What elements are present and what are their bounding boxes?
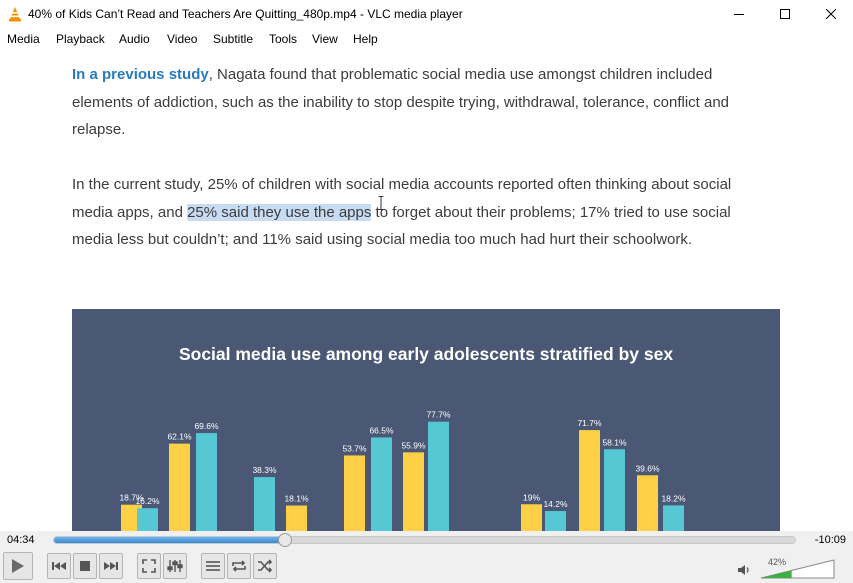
text-cursor-icon (378, 196, 384, 210)
chart-bar (254, 477, 275, 531)
fullscreen-button[interactable] (137, 553, 161, 579)
next-icon (104, 562, 118, 570)
menu-subtitle[interactable]: Subtitle (213, 32, 254, 46)
time-remaining[interactable]: -10:09 (814, 534, 846, 546)
video-paragraph-1: In a previous study, Nagata found that p… (72, 61, 772, 144)
menu-audio[interactable]: Audio (119, 32, 150, 46)
para2-line1: In the current study, 25% of children wi… (72, 176, 732, 193)
chart-bar (663, 505, 684, 531)
chart-bar (371, 437, 392, 531)
chart-bar (579, 430, 600, 531)
player-controls: 04:34 -10:09 42% (0, 531, 853, 583)
menu-view[interactable]: View (312, 32, 338, 46)
equalizer-icon (167, 560, 183, 572)
chart-data-label: 19% (523, 492, 540, 502)
previous-button[interactable] (47, 553, 71, 579)
chart-bar (637, 475, 658, 531)
chart-bar (169, 443, 190, 531)
time-elapsed: 04:34 (7, 534, 35, 546)
chart-data-label: 58.1% (602, 437, 627, 447)
playlist-button[interactable] (201, 553, 225, 579)
minimize-button[interactable] (716, 0, 762, 28)
menu-bar: Media Playback Audio Video Subtitle Tool… (0, 28, 853, 50)
chart-bar (403, 452, 424, 531)
chart-bar (545, 511, 566, 531)
loop-button[interactable] (227, 553, 251, 579)
chart-data-label: 53.7% (342, 443, 367, 453)
previous-study-link: In a previous study (72, 66, 209, 83)
close-button[interactable] (808, 0, 853, 28)
chart-bar (121, 504, 142, 531)
next-button[interactable] (99, 553, 123, 579)
menu-media[interactable]: Media (7, 32, 40, 46)
play-icon (12, 559, 24, 573)
chart-bar (286, 505, 307, 531)
chart-bar (604, 449, 625, 531)
menu-tools[interactable]: Tools (269, 32, 298, 46)
volume-level-label: 42% (768, 557, 787, 567)
chart-data-label: 18.1% (284, 494, 309, 504)
chart-data-label: 18.7% (119, 493, 144, 503)
chart-title: Social media use among early adolescents… (178, 344, 674, 364)
chart-data-label: 38.3% (252, 465, 277, 475)
chart-data-label: 69.6% (194, 421, 219, 431)
para1-line1: , Nagata found that problematic social m… (208, 66, 713, 83)
para2-line2-pre: media apps, and (72, 203, 188, 221)
speaker-icon[interactable] (737, 564, 751, 576)
para1-line2: elements of addiction, such as the inabi… (72, 93, 730, 111)
stop-icon (80, 561, 90, 571)
chart-data-label: 77.7% (426, 410, 451, 420)
previous-icon (52, 562, 66, 570)
chart-data-label: 55.9% (401, 440, 426, 450)
vlc-cone-icon (9, 7, 21, 22)
chart-bar (344, 455, 365, 531)
shuffle-icon (258, 559, 273, 573)
seek-handle[interactable] (278, 533, 293, 547)
chart-bar (521, 504, 542, 531)
loop-icon (232, 560, 246, 572)
menu-video[interactable]: Video (167, 32, 198, 46)
para1-line3: relapse. (72, 121, 126, 138)
chart-data-label: 16.2% (135, 496, 160, 506)
volume-fill (761, 570, 792, 578)
para2-line2-post: to forget about their problems; 17% trie… (371, 203, 731, 221)
menu-playback[interactable]: Playback (56, 32, 105, 46)
maximize-icon (780, 9, 790, 19)
volume-slider[interactable] (760, 559, 835, 579)
play-button[interactable] (3, 552, 33, 580)
chart-data-label: 62.1% (167, 432, 192, 442)
menu-help[interactable]: Help (353, 32, 378, 46)
stop-button[interactable] (73, 553, 97, 579)
seek-progress (54, 537, 286, 543)
shuffle-button[interactable] (253, 553, 277, 579)
close-icon (826, 9, 836, 19)
chart-data-label: 66.5% (369, 425, 394, 435)
seek-bar[interactable] (53, 533, 796, 547)
window-title: 40% of Kids Can’t Read and Teachers Are … (28, 7, 463, 21)
chart-bar (428, 421, 449, 531)
chart-data-label: 14.2% (543, 499, 568, 509)
maximize-button[interactable] (762, 0, 808, 28)
minimize-icon (734, 14, 744, 15)
extended-settings-button[interactable] (163, 553, 187, 579)
para2-line3: media less but couldn’t; and 11% said us… (72, 231, 693, 248)
chart-data-label: 71.7% (577, 418, 602, 428)
title-bar: 40% of Kids Can’t Read and Teachers Are … (0, 0, 853, 28)
chart-data-label: 18.2% (661, 493, 686, 503)
chart-bar (137, 508, 158, 531)
video-area[interactable]: In a previous study, Nagata found that p… (0, 50, 853, 531)
video-paragraph-2: In the current study, 25% of children wi… (72, 171, 772, 254)
fullscreen-icon (142, 559, 156, 573)
chart-data-label: 39.6% (635, 463, 660, 473)
chart-panel: Social media use among early adolescents… (72, 309, 780, 531)
chart-bar (196, 433, 217, 531)
highlighted-text: 25% said they use the apps (187, 203, 372, 221)
playlist-icon (206, 561, 220, 571)
bar-chart: 18.7%16.2% 62.1%69.6% 38.3% 18.1% 53.7%66.5%… (119, 410, 686, 531)
